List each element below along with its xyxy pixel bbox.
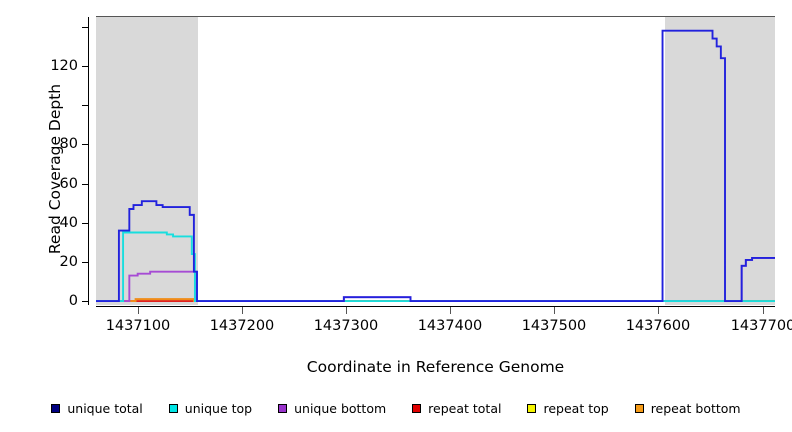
x-tick-1437100 [138,307,139,314]
x-axis-title: Coordinate in Reference Genome [306,358,565,376]
x-tick-label-1437400: 1437400 [417,318,483,334]
chart-legend: unique total unique top unique bottom repea… [0,398,792,418]
legend-label: repeat total [428,400,502,416]
legend-swatch-icon [278,403,288,413]
y-tick-label-wrap-0: 0 [34,293,78,309]
x-tick-label-1437200: 1437200 [209,318,275,334]
y-tick-label-40: 40 [59,215,78,231]
y-tick-label-wrap-60: 60 [34,176,78,192]
plot-panel [96,17,775,305]
series-unique-total [96,29,775,303]
y-tick-140 [82,27,89,28]
legend-item-repeat-top: repeat top [527,400,609,416]
y-tick-label-wrap-40: 40 [34,215,78,231]
y-tick-60 [82,184,89,185]
x-tick-1437500 [554,307,555,314]
y-tick-100 [82,105,89,106]
legend-swatch-icon [634,403,644,413]
legend-item-unique-top: unique top [168,400,253,416]
legend-item-unique-total: unique total [51,400,143,416]
y-tick-label-0: 0 [68,293,78,309]
y-tick-120 [82,66,89,67]
x-axis-line [96,306,775,307]
y-tick-80 [82,144,89,145]
y-tick-20 [82,262,89,263]
x-tick-label-1437700: 1437700 [730,318,792,334]
legend-item-repeat-total: repeat total [412,401,501,416]
y-axis-line [88,17,89,305]
panel-top-border [96,16,775,17]
repeat-region-right [664,17,775,305]
x-tick-1437400 [450,307,451,314]
y-tick-40 [82,223,89,224]
y-tick-label-60: 60 [59,176,78,192]
legend-swatch-icon [168,403,178,413]
legend-swatch-icon [51,403,61,413]
x-tick-label-1437600: 1437600 [625,318,691,334]
y-tick-label-wrap-80: 80 [34,136,78,152]
series-unique-top [96,231,775,303]
y-tick-label-20: 20 [59,254,78,270]
legend-label: repeat bottom [650,400,741,416]
legend-label: repeat top [543,400,609,416]
y-tick-label-wrap-120: 120 [34,58,78,74]
x-tick-1437700 [763,307,764,314]
legend-swatch-icon [527,403,537,413]
x-tick-label-1437300: 1437300 [313,318,379,334]
legend-item-repeat-bottom: repeat bottom [634,400,741,416]
legend-swatch-icon [412,403,422,413]
legend-item-unique-bottom: unique bottom [278,401,386,416]
y-tick-label-120: 120 [50,58,78,74]
legend-label: unique top [184,400,253,416]
x-tick-label-1437100: 1437100 [105,318,171,334]
series-layer [96,29,775,303]
x-tick-label-1437500: 1437500 [521,318,587,334]
legend-label: unique total [67,400,143,416]
y-tick-label-wrap-20: 20 [34,254,78,270]
x-tick-1437300 [346,307,347,314]
x-tick-1437600 [658,307,659,314]
repeat-region-left [96,17,199,305]
legend-label: unique bottom [294,400,387,416]
y-tick-0 [82,301,89,302]
x-tick-1437200 [242,307,243,314]
y-tick-label-80: 80 [59,136,78,152]
